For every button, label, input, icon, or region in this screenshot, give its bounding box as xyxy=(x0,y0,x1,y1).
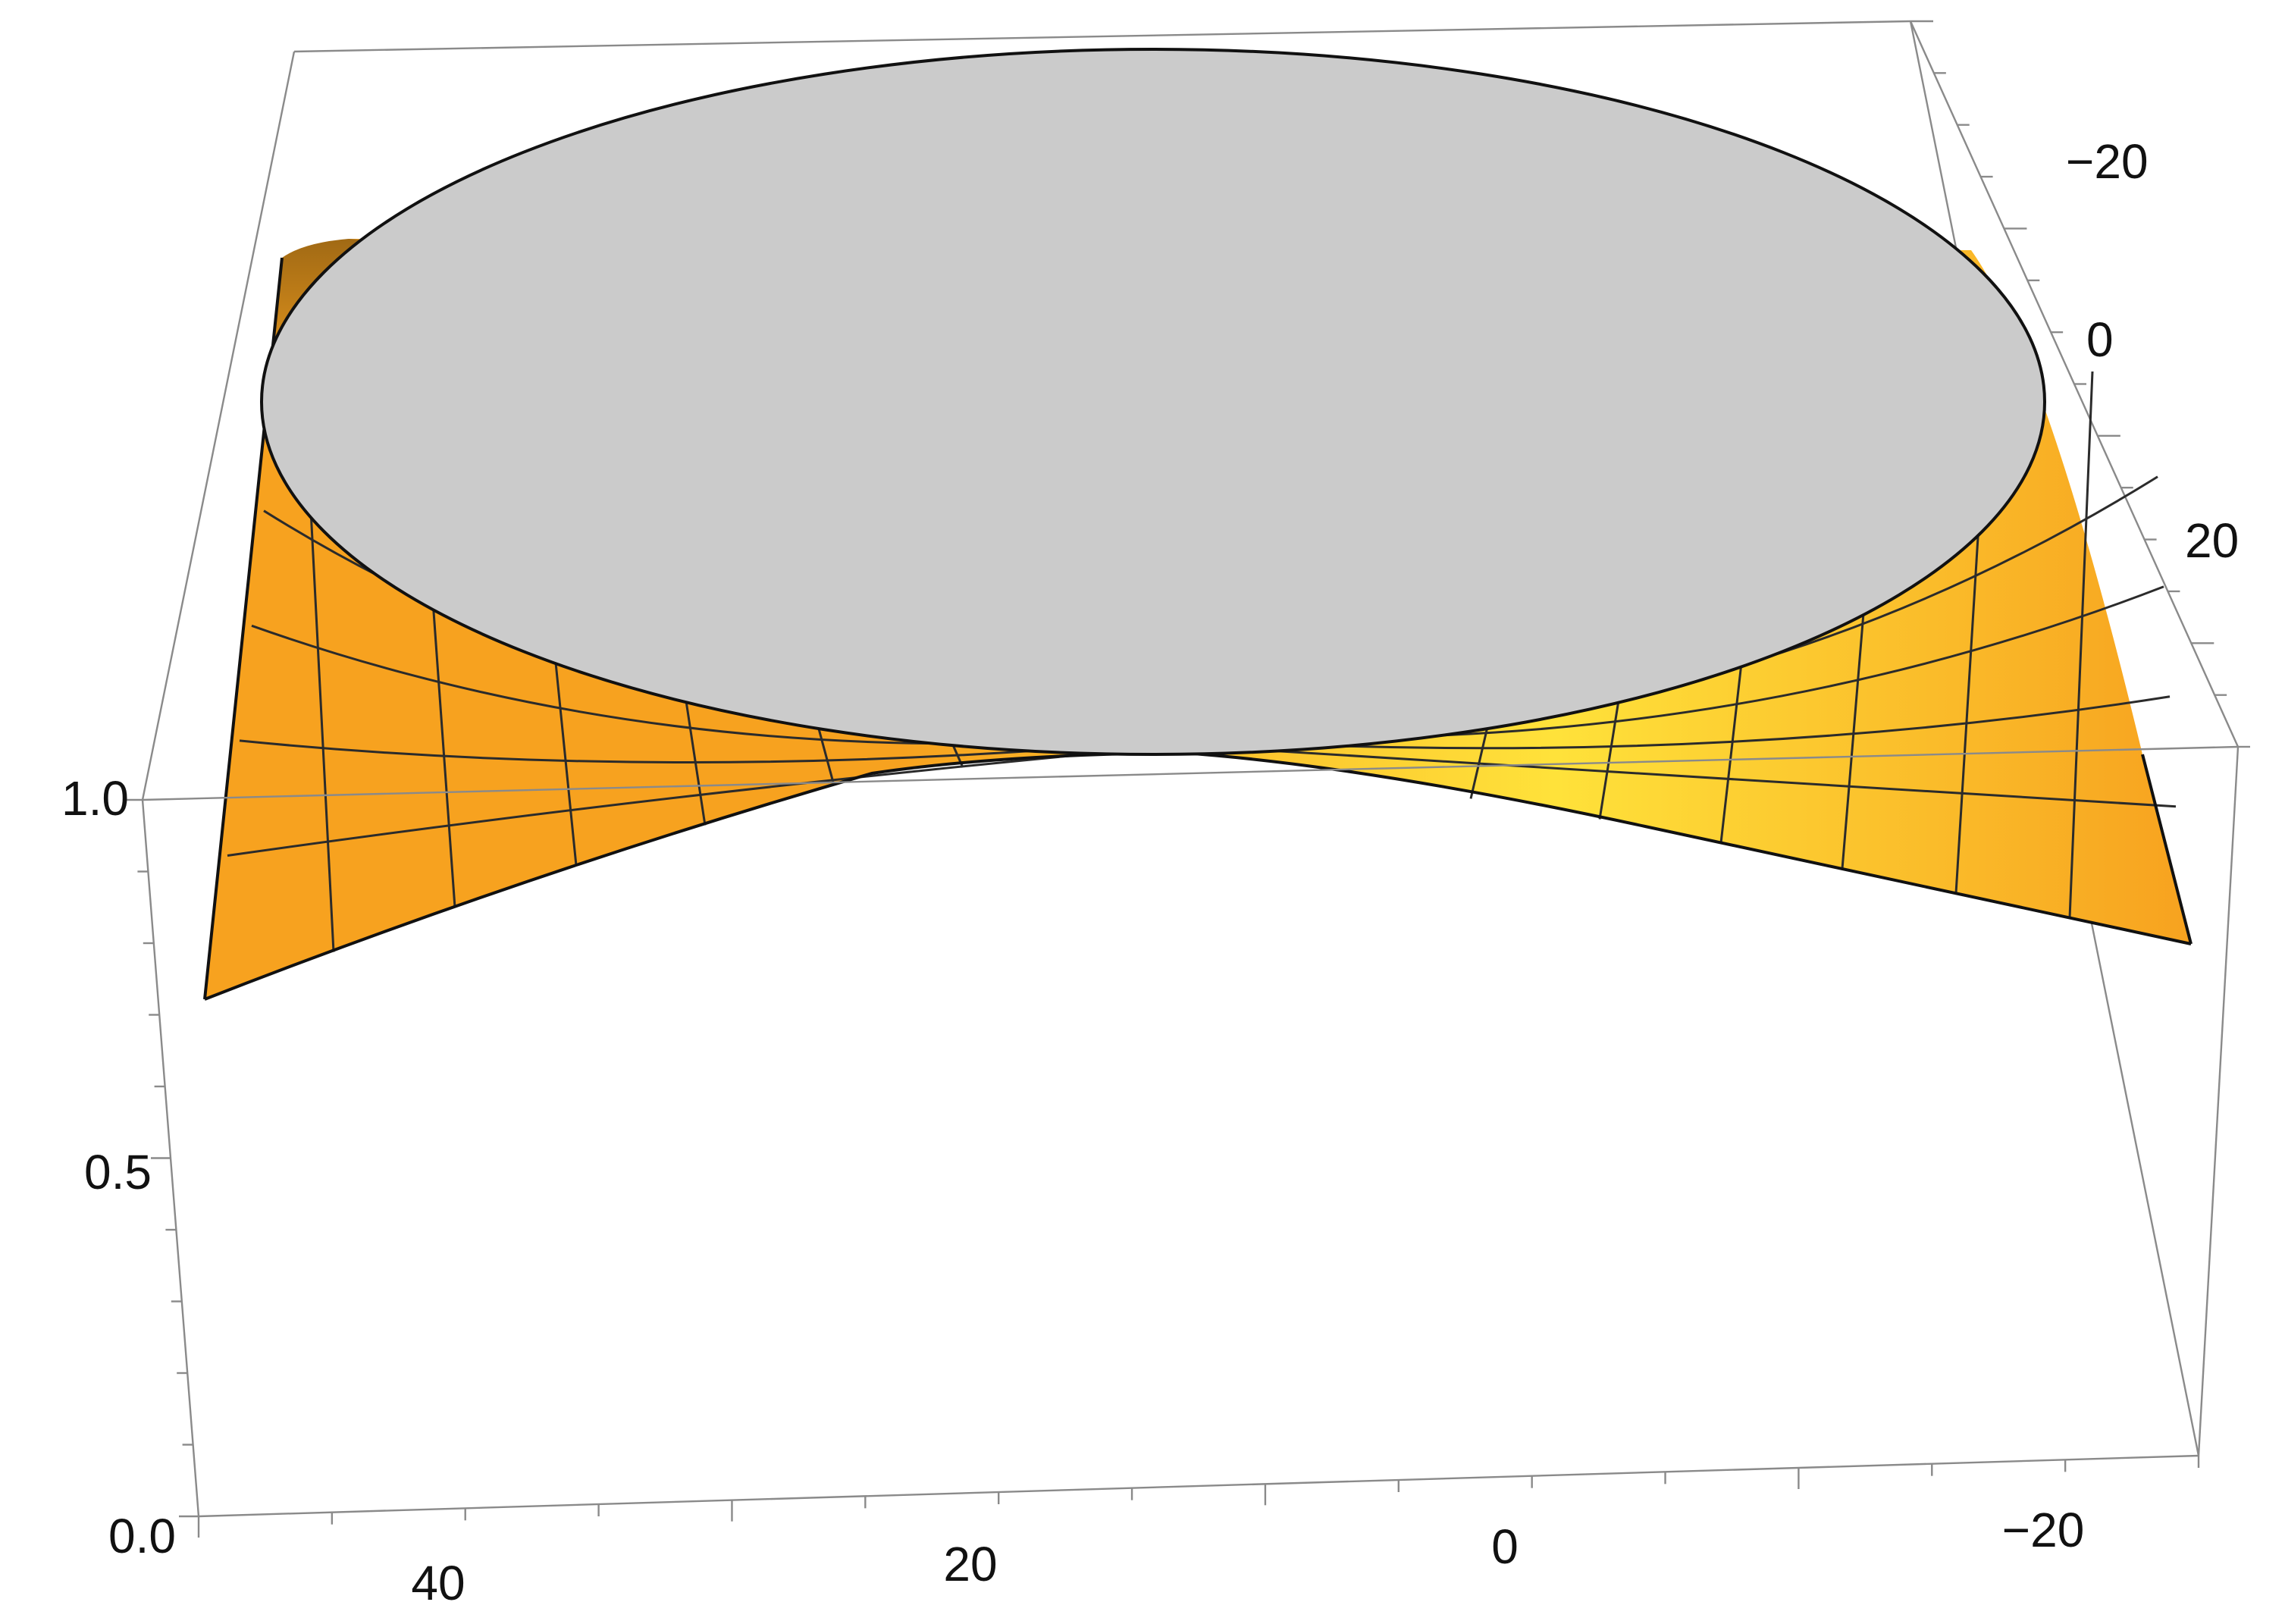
z-tick-label: 0.0 xyxy=(108,1509,176,1563)
z-tick-label: 0.5 xyxy=(84,1145,152,1199)
mesh-line xyxy=(1954,525,1980,894)
mesh-line xyxy=(431,591,456,908)
mesh-line xyxy=(552,640,578,866)
x-tick-label: 20 xyxy=(943,1537,997,1591)
x-axis: 40 20 0 −20 xyxy=(197,1456,2200,1610)
z-tick-label: 1.0 xyxy=(61,771,129,826)
mesh-line xyxy=(1719,643,1745,843)
x-tick-label: −20 xyxy=(2002,1503,2085,1557)
box-edge xyxy=(2197,746,2240,1456)
x-tick-label: 0 xyxy=(1491,1519,1519,1574)
box-edge xyxy=(198,1454,2199,1518)
z-axis-ticks xyxy=(123,798,199,1518)
y-axis-ticks xyxy=(1910,20,2250,748)
box-edge xyxy=(293,20,1911,53)
z-axis: 1.0 0.5 0.0 xyxy=(61,771,199,1563)
mesh-line xyxy=(309,510,335,952)
y-axis: −20 0 20 xyxy=(1910,20,2250,748)
y-tick-label: 20 xyxy=(2185,513,2239,568)
x-axis-ticks xyxy=(197,1456,2200,1538)
mesh-line xyxy=(2068,371,2094,918)
flat-top-disc xyxy=(260,48,2046,756)
y-tick-label: −20 xyxy=(2066,134,2149,189)
mesh-line xyxy=(1841,594,1867,870)
box-edge xyxy=(141,51,296,801)
bounding-box-front xyxy=(141,745,2240,1518)
x-tick-label: 40 xyxy=(411,1556,465,1610)
surface-right-edge xyxy=(2141,754,2193,945)
box-edge xyxy=(142,745,2239,801)
y-tick-label: 0 xyxy=(2086,312,2114,367)
